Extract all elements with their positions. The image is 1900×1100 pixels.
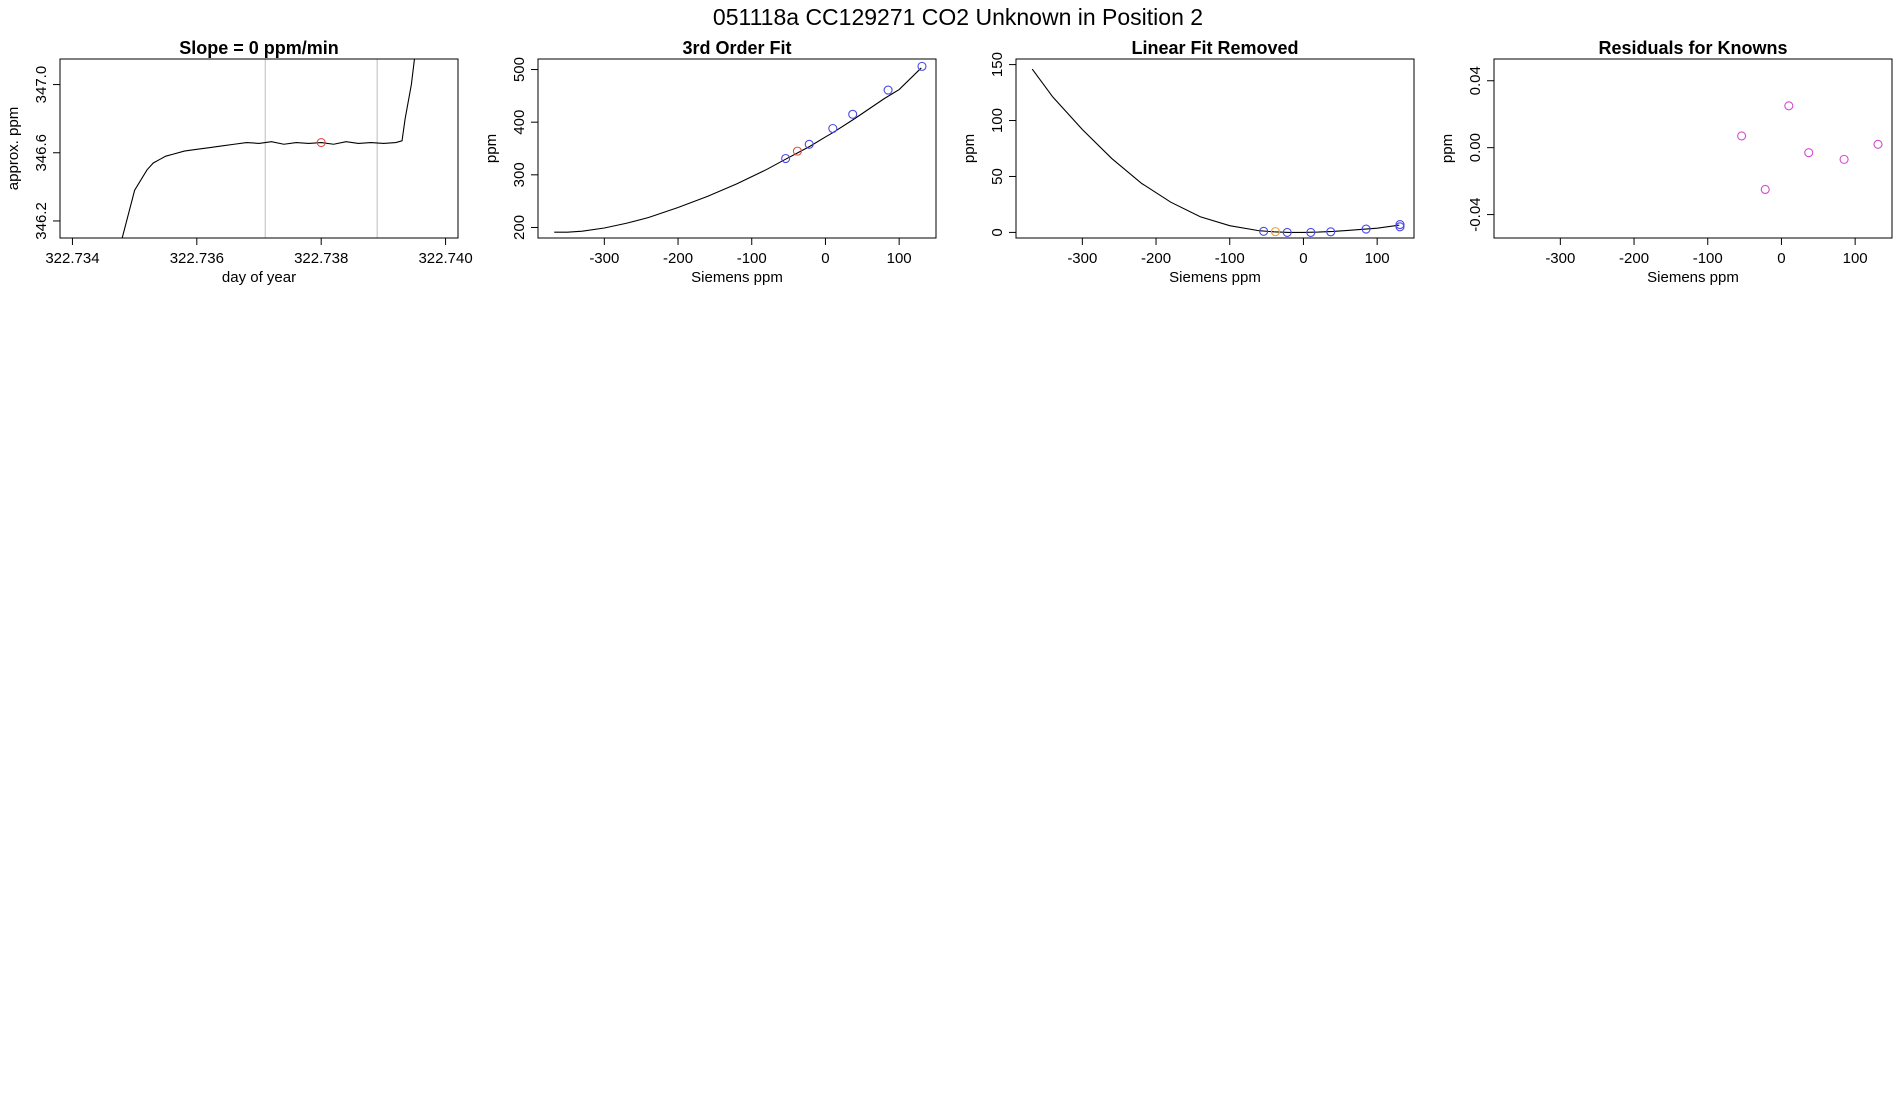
- series-line: [554, 67, 922, 233]
- y-tick-label: 150: [989, 52, 1006, 77]
- y-tick-label: 0.04: [1467, 66, 1484, 95]
- data-point: [792, 146, 802, 156]
- data-point: [1760, 184, 1770, 195]
- plot-frame: [1493, 58, 1893, 239]
- plot-area: [121, 59, 416, 238]
- chart-panel-1: Slope = 0 ppm/min 322.734 322.736 322.738 32…: [5, 38, 473, 286]
- chart-panel-4: Residuals for Knowns -300 -200 -100 0 100 -0.0…: [1439, 38, 1893, 286]
- y-tick-label: 346.6: [33, 134, 50, 172]
- data-point: [1395, 220, 1405, 230]
- x-tick-label: -200: [663, 250, 693, 267]
- data-point: [917, 61, 927, 71]
- chart-title: Residuals for Knowns: [1598, 38, 1787, 58]
- suptitle: 051118a CC129271 CO2 Unknown in Position…: [713, 4, 1203, 30]
- x-tick-label: -300: [1067, 250, 1097, 267]
- x-tick-label: 322.738: [294, 250, 348, 267]
- x-tick-label: -200: [1141, 250, 1171, 267]
- data-point: [1737, 131, 1747, 141]
- x-axis-label: Siemens ppm: [1647, 269, 1739, 286]
- x-tick-label: -300: [589, 250, 619, 267]
- y-tick-label: 200: [511, 215, 528, 240]
- data-point: [1839, 154, 1849, 164]
- y-tick-label: -0.04: [1467, 197, 1484, 231]
- x-tick-label: 0: [1299, 250, 1307, 267]
- y-axis-label: approx. ppm: [5, 107, 22, 190]
- x-axis-label: Siemens ppm: [691, 269, 783, 286]
- y-tick-label: 0: [989, 228, 1006, 236]
- y-axis-label: ppm: [1439, 134, 1456, 163]
- y-tick-label: 500: [511, 57, 528, 82]
- chart-title: 3rd Order Fit: [682, 38, 791, 58]
- x-tick-label: 100: [887, 250, 912, 267]
- data-point: [1282, 227, 1292, 237]
- plot-area: [554, 61, 927, 233]
- x-tick-label: 0: [1777, 250, 1785, 267]
- plot-frame: [1015, 58, 1415, 239]
- chart-panel-3: Linear Fit Removed -300 -200 -100 0 100 0 50 100…: [961, 38, 1415, 286]
- data-point: [848, 109, 858, 119]
- x-tick-label: -100: [1215, 250, 1245, 267]
- series-line: [1031, 68, 1400, 233]
- x-tick-label: -100: [1693, 250, 1723, 267]
- x-tick-label: -200: [1619, 250, 1649, 267]
- x-tick-label: 100: [1365, 250, 1390, 267]
- data-point: [1395, 222, 1405, 232]
- y-tick-label: 100: [989, 108, 1006, 133]
- data-point: [1326, 227, 1336, 237]
- x-tick-label: 322.734: [45, 250, 99, 267]
- chart-title: Linear Fit Removed: [1131, 38, 1298, 58]
- x-tick-label: 322.740: [418, 250, 472, 267]
- data-point: [1270, 227, 1280, 237]
- data-point: [883, 85, 893, 95]
- plot-frame: [537, 58, 937, 239]
- data-point: [1306, 227, 1316, 237]
- x-axis-label: Siemens ppm: [1169, 269, 1261, 286]
- data-point: [1784, 101, 1794, 111]
- plot-frame: [59, 58, 459, 239]
- series-line: [121, 59, 416, 238]
- data-point: [1361, 224, 1371, 234]
- data-point: [781, 153, 791, 164]
- x-axis-label: day of year: [222, 269, 296, 286]
- y-axis-label: ppm: [483, 134, 500, 163]
- x-tick-label: -100: [737, 250, 767, 267]
- data-point: [828, 123, 838, 134]
- chart-panel-2: 3rd Order Fit -300 -200 -100 0 100 200 300 400 50…: [483, 38, 937, 286]
- y-tick-label: 347.0: [33, 66, 50, 104]
- plot-area: [1737, 101, 1883, 195]
- plot-area: [1031, 68, 1405, 237]
- y-axis-label: ppm: [961, 134, 978, 163]
- x-tick-label: 0: [821, 250, 829, 267]
- chart-title: Slope = 0 ppm/min: [179, 38, 339, 58]
- y-tick-label: 0.00: [1467, 133, 1484, 162]
- data-point: [1873, 139, 1883, 149]
- x-tick-label: 322.736: [170, 250, 224, 267]
- data-point: [1804, 148, 1814, 158]
- x-tick-label: 100: [1843, 250, 1868, 267]
- data-point: [1259, 226, 1269, 236]
- y-tick-label: 400: [511, 110, 528, 135]
- data-point: [804, 139, 814, 149]
- x-tick-label: -300: [1545, 250, 1575, 267]
- y-tick-label: 300: [511, 162, 528, 187]
- y-tick-label: 346.2: [33, 202, 50, 240]
- data-point: [316, 137, 326, 148]
- y-tick-label: 50: [989, 168, 1006, 185]
